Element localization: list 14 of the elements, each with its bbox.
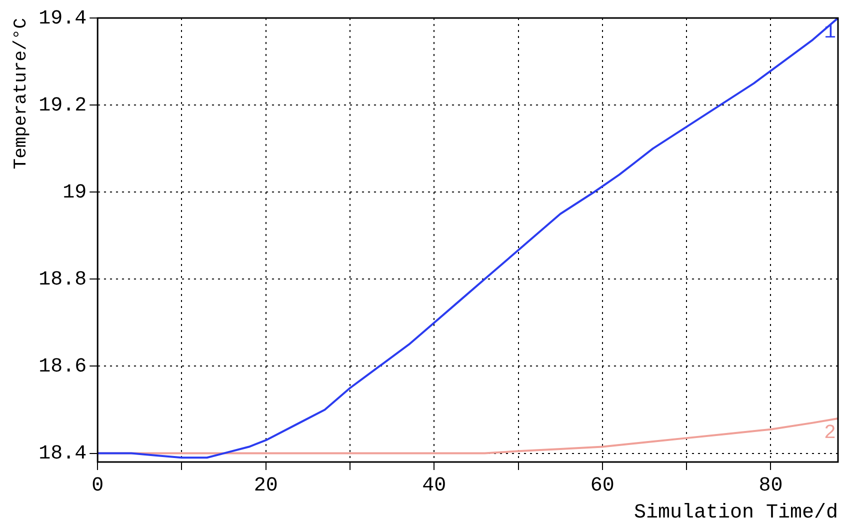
x-tick-label: 0 bbox=[92, 474, 104, 498]
y-tick-label: 19.4 bbox=[38, 7, 87, 30]
y-tick-label: 19.2 bbox=[38, 94, 87, 118]
x-tick-label: 60 bbox=[590, 474, 614, 498]
x-tick-label: 40 bbox=[422, 474, 446, 498]
series-label: 2 bbox=[824, 422, 836, 445]
y-tick-label: 18.6 bbox=[38, 356, 87, 379]
y-tick-label: 18.8 bbox=[38, 268, 87, 292]
y-tick-label: 19 bbox=[62, 181, 87, 204]
x-tick-label: 20 bbox=[254, 474, 278, 498]
y-tick-label: 18.4 bbox=[38, 442, 87, 466]
x-tick-label: 80 bbox=[758, 474, 783, 498]
y-axis-title: Temperature/°C bbox=[12, 18, 32, 170]
x-axis-title: Simulation Time/d bbox=[634, 501, 838, 524]
